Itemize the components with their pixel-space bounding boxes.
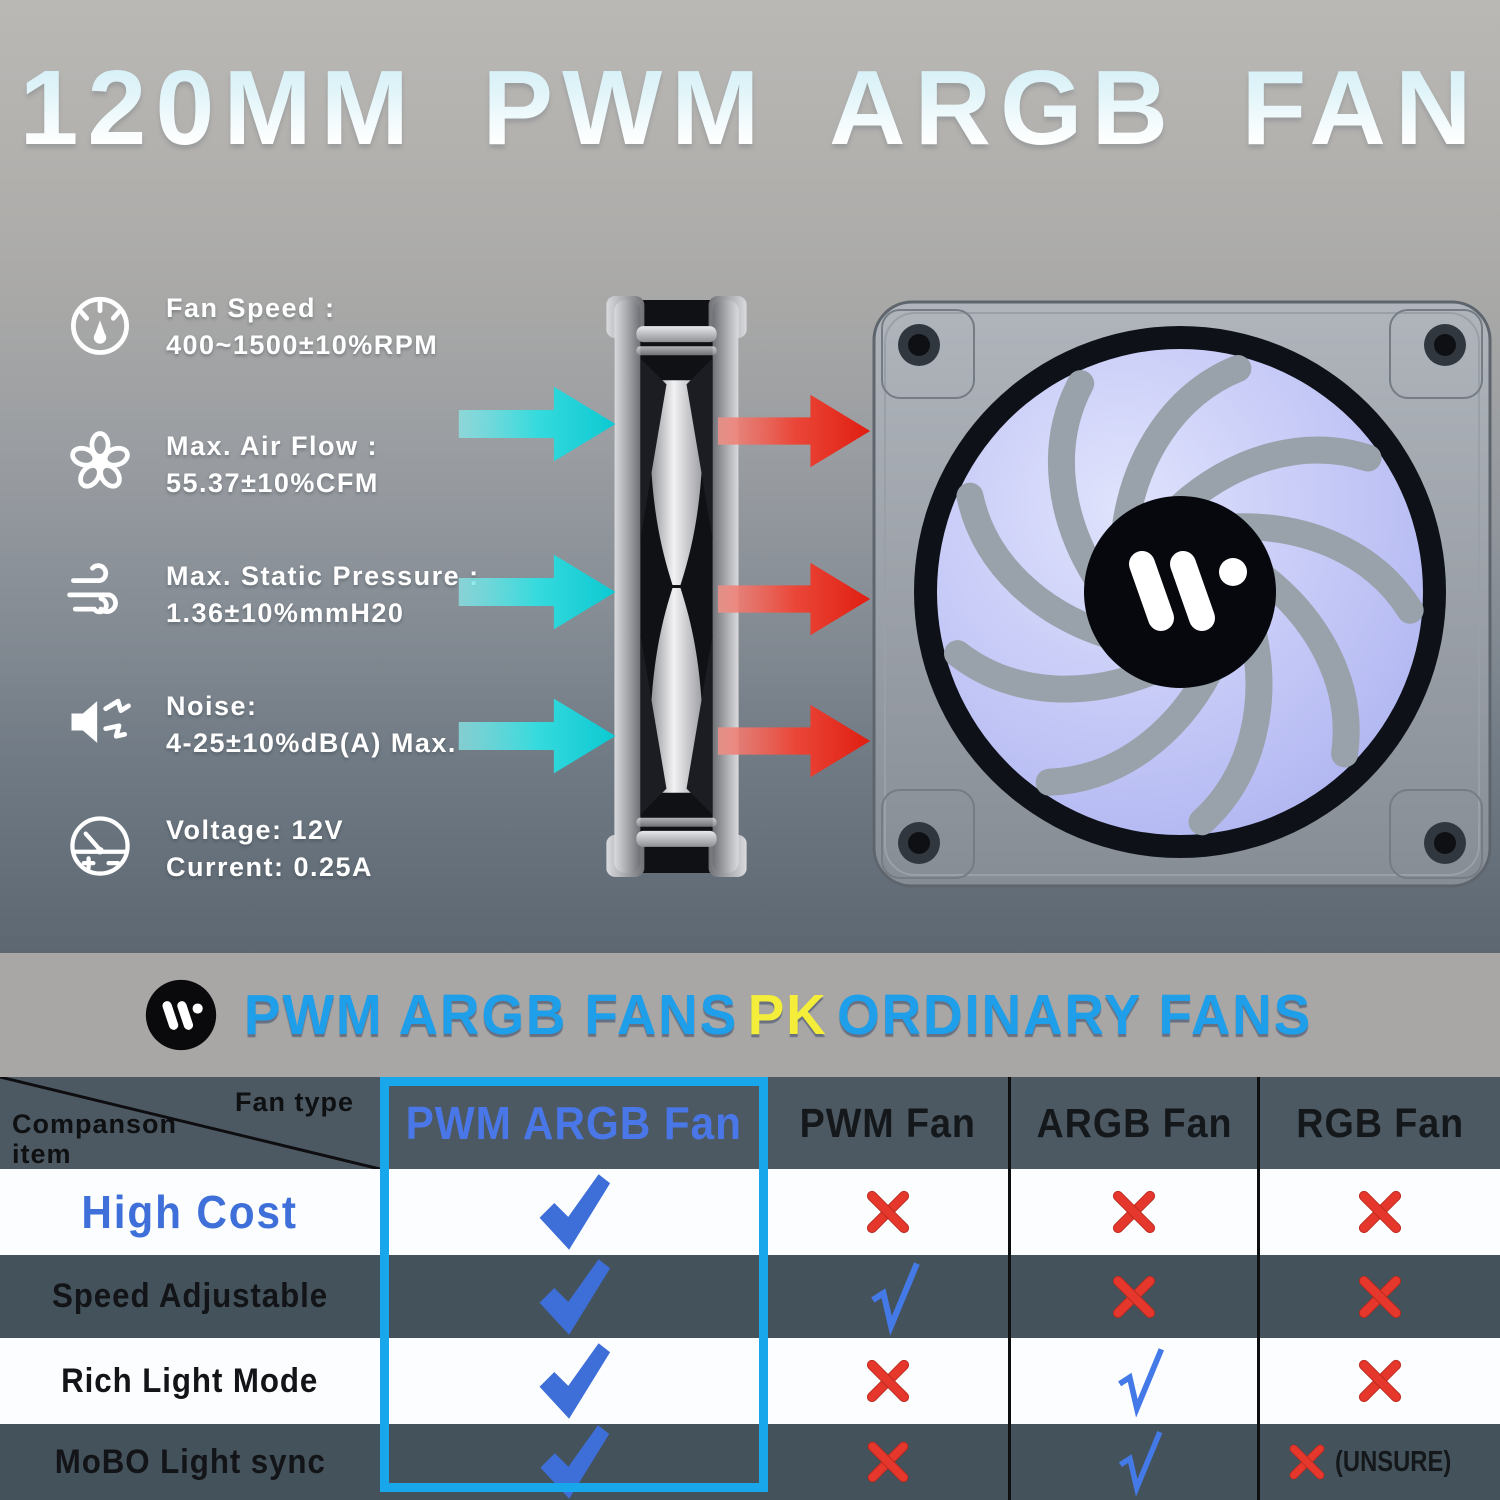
cross-icon [1105, 1183, 1163, 1241]
comparison-banner: PWM ARGB FANS PK ORDINARY FANS [0, 953, 1500, 1077]
gauge-icon [71, 296, 129, 355]
cross-icon [1283, 1438, 1331, 1486]
voltage-icon [70, 816, 130, 876]
spec-air-flow: Max. Air Flow :55.37±10%CFM [62, 428, 379, 502]
banner-heading: PWM ARGB FANS PK ORDINARY FANS [244, 982, 1312, 1048]
cell-sync-pwm [768, 1424, 1008, 1500]
spec-fan-speed: Fan Speed :400~1500±10%RPM [62, 290, 438, 364]
fan-front-view [872, 300, 1492, 888]
exhaust-arrow [718, 694, 872, 788]
cross-icon [859, 1183, 917, 1241]
spec-noise: Noise: 4-25±10%dB(A) Max. [62, 688, 457, 762]
spec-text: Noise: 4-25±10%dB(A) Max. [166, 691, 457, 758]
banner-heading-right: ORDINARY FANS [836, 983, 1312, 1047]
spec-text: Fan Speed :400~1500±10%RPM [166, 293, 439, 360]
cell-light-pwm [768, 1338, 1008, 1424]
check-icon [1098, 1345, 1170, 1417]
spec-text: Voltage: 12V Current: 0.25A [166, 815, 374, 882]
spec-text: Max. Static Pressure :1.36±10%mmH20 [166, 561, 480, 628]
cross-icon [859, 1352, 917, 1410]
check-icon [533, 1171, 615, 1253]
cell-speed-pwm-argb [380, 1255, 768, 1338]
brand-logo-icon [145, 979, 216, 1051]
spec-text: Max. Air Flow :55.37±10%CFM [166, 431, 379, 498]
check-icon [850, 1259, 926, 1335]
row-label-rich-light-mode: Rich Light Mode [0, 1338, 380, 1424]
row-label-mobo-light-sync: MoBO Light sync [0, 1424, 380, 1500]
check-icon [534, 1424, 614, 1500]
spec-voltage: Voltage: 12V Current: 0.25A [62, 812, 373, 886]
fan-blades-icon [70, 431, 130, 489]
check-icon [533, 1256, 615, 1338]
cell-sync-argb [1008, 1424, 1257, 1500]
exhaust-arrow [718, 384, 872, 478]
fan-front-reflection [872, 890, 1492, 953]
cell-speed-rgb [1257, 1255, 1500, 1338]
cell-sync-pwm-argb [380, 1424, 768, 1500]
cell-light-pwm-argb [380, 1338, 768, 1424]
exhaust-arrow [718, 552, 872, 646]
cross-icon [1351, 1183, 1409, 1241]
cell-sync-rgb: (UNSURE) [1257, 1424, 1500, 1500]
intake-arrow [452, 550, 624, 634]
wind-icon [67, 563, 118, 615]
spec-static-pressure: Max. Static Pressure :1.36±10%mmH20 [62, 558, 480, 632]
row-label-speed-adjustable: Speed Adjustable [0, 1255, 380, 1338]
cell-light-rgb [1257, 1338, 1500, 1424]
column-header-rgb: RGB Fan [1257, 1077, 1500, 1169]
intake-arrow [452, 694, 624, 778]
intake-arrow [452, 382, 624, 466]
unsure-note: (UNSURE) [1335, 1445, 1452, 1478]
column-header-pwm-argb: PWM ARGB Fan [380, 1077, 768, 1169]
cell-high-cost-argb [1008, 1169, 1257, 1255]
banner-heading-pk: PK [747, 983, 828, 1047]
column-header-argb: ARGB Fan [1008, 1077, 1257, 1169]
cross-icon [1105, 1268, 1163, 1326]
cross-icon [1351, 1352, 1409, 1410]
cell-speed-argb [1008, 1255, 1257, 1338]
page-title: 120MM PWM ARGB FAN [0, 48, 1500, 169]
cell-speed-pwm [768, 1255, 1008, 1338]
cell-high-cost-pwm-argb [380, 1169, 768, 1255]
column-header-pwm: PWM Fan [768, 1077, 1008, 1169]
cross-icon [860, 1434, 916, 1490]
corner-fan-type-label: Fan type [234, 1087, 354, 1117]
check-icon [533, 1340, 615, 1422]
cell-light-argb [1008, 1338, 1257, 1424]
cross-icon [1351, 1268, 1409, 1326]
corner-header-cell: Fan type Companson item [0, 1077, 380, 1169]
speaker-icon [71, 698, 131, 743]
fan-side-reflection [606, 887, 747, 953]
corner-comparison-label: Companson item [12, 1109, 178, 1169]
comparison-table: Fan type Companson item PWM ARGB Fan PWM… [0, 1077, 1500, 1500]
cell-high-cost-pwm [768, 1169, 1008, 1255]
check-icon [1100, 1428, 1168, 1496]
row-label-high-cost: High Cost [0, 1169, 380, 1255]
cell-high-cost-rgb [1257, 1169, 1500, 1255]
banner-heading-left: PWM ARGB FANS [243, 983, 738, 1047]
